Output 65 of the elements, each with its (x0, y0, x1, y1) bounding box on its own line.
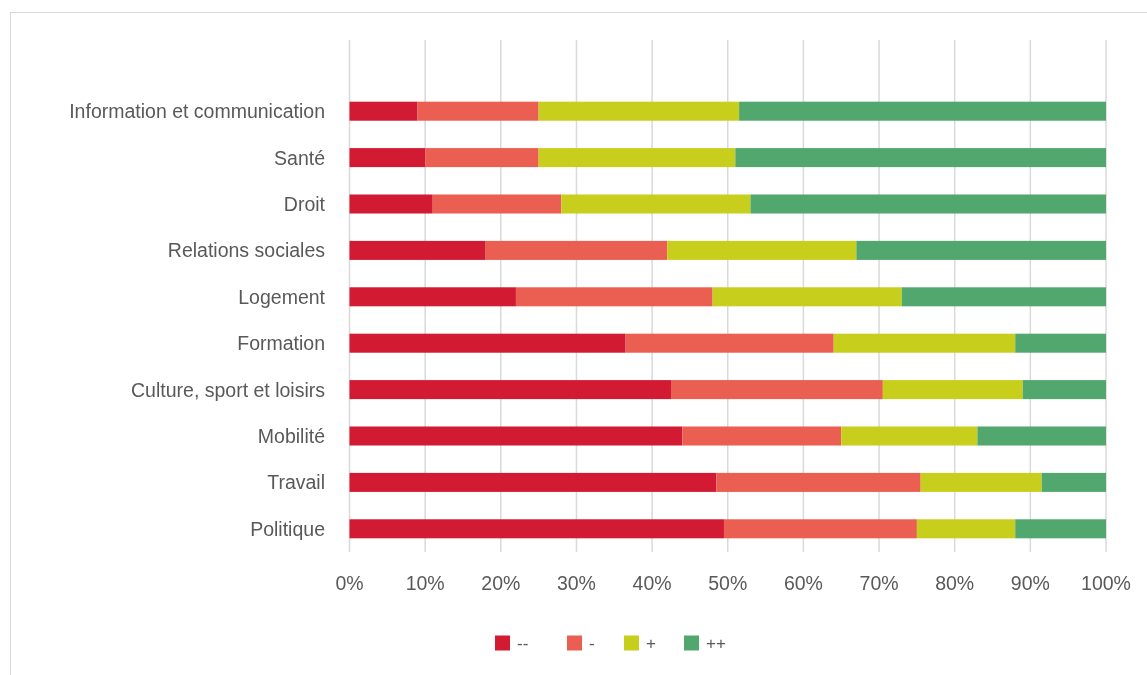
bar (349, 333, 626, 353)
bar (977, 426, 1106, 446)
y-tick-label: Relations sociales (167, 239, 326, 262)
bar (750, 194, 1106, 214)
y-tick-label: Droit (283, 193, 326, 215)
x-tick-label: 10% (405, 572, 445, 594)
bar (920, 472, 1042, 492)
y-tick-label: Santé (274, 146, 325, 169)
bar (349, 148, 426, 168)
bar (667, 240, 857, 260)
bar (432, 194, 562, 214)
bar (538, 101, 740, 121)
x-tick-label: 70% (859, 572, 899, 594)
y-tick-label: Mobilité (257, 425, 325, 447)
bar (1015, 519, 1106, 539)
x-tick-label: 80% (935, 572, 975, 594)
x-tick-label: 100% (1081, 572, 1131, 594)
bar (349, 472, 717, 492)
x-tick-label: 60% (783, 572, 823, 594)
x-tick-label: 0% (335, 572, 364, 594)
bar (1022, 380, 1106, 400)
bar (561, 194, 751, 214)
legend-label: -- (517, 633, 529, 653)
bar (538, 148, 736, 168)
y-tick-label: Travail (267, 471, 325, 494)
bar (882, 380, 1023, 400)
x-tick-label: 30% (556, 572, 596, 594)
legend-label: - (589, 633, 595, 653)
bar (682, 426, 842, 446)
x-tick-label: 20% (481, 572, 521, 594)
bar (515, 287, 713, 307)
bar (856, 240, 1106, 260)
bar (349, 240, 486, 260)
bar (1015, 333, 1106, 353)
bar (417, 101, 539, 121)
bar (349, 426, 683, 446)
bar (723, 519, 917, 539)
x-tick-label: 40% (632, 572, 672, 594)
x-tick-label: 90% (1010, 572, 1050, 594)
bar (712, 287, 902, 307)
bar (349, 287, 516, 307)
bar (841, 426, 978, 446)
y-tick-label: Politique (250, 517, 325, 540)
bar (349, 380, 672, 400)
bar (1041, 472, 1106, 492)
bar (485, 240, 668, 260)
bar (901, 287, 1106, 307)
bar (349, 194, 433, 214)
y-tick-label: Culture, sport et loisirs (131, 378, 326, 401)
bar (671, 380, 883, 400)
bar (625, 333, 834, 353)
y-tick-label: Logement (238, 285, 326, 308)
bar (425, 148, 539, 168)
bar (833, 333, 1016, 353)
legend-label: + (646, 633, 656, 653)
legend-label: ++ (706, 633, 726, 653)
x-tick-label: 50% (708, 572, 748, 594)
y-tick-label: Formation (237, 332, 325, 355)
bar (739, 101, 1106, 121)
y-tick-label: Information et communication (69, 100, 325, 123)
bar (349, 101, 418, 121)
bar (716, 472, 921, 492)
bar (349, 519, 724, 539)
bar (916, 519, 1016, 539)
bar (735, 148, 1106, 168)
